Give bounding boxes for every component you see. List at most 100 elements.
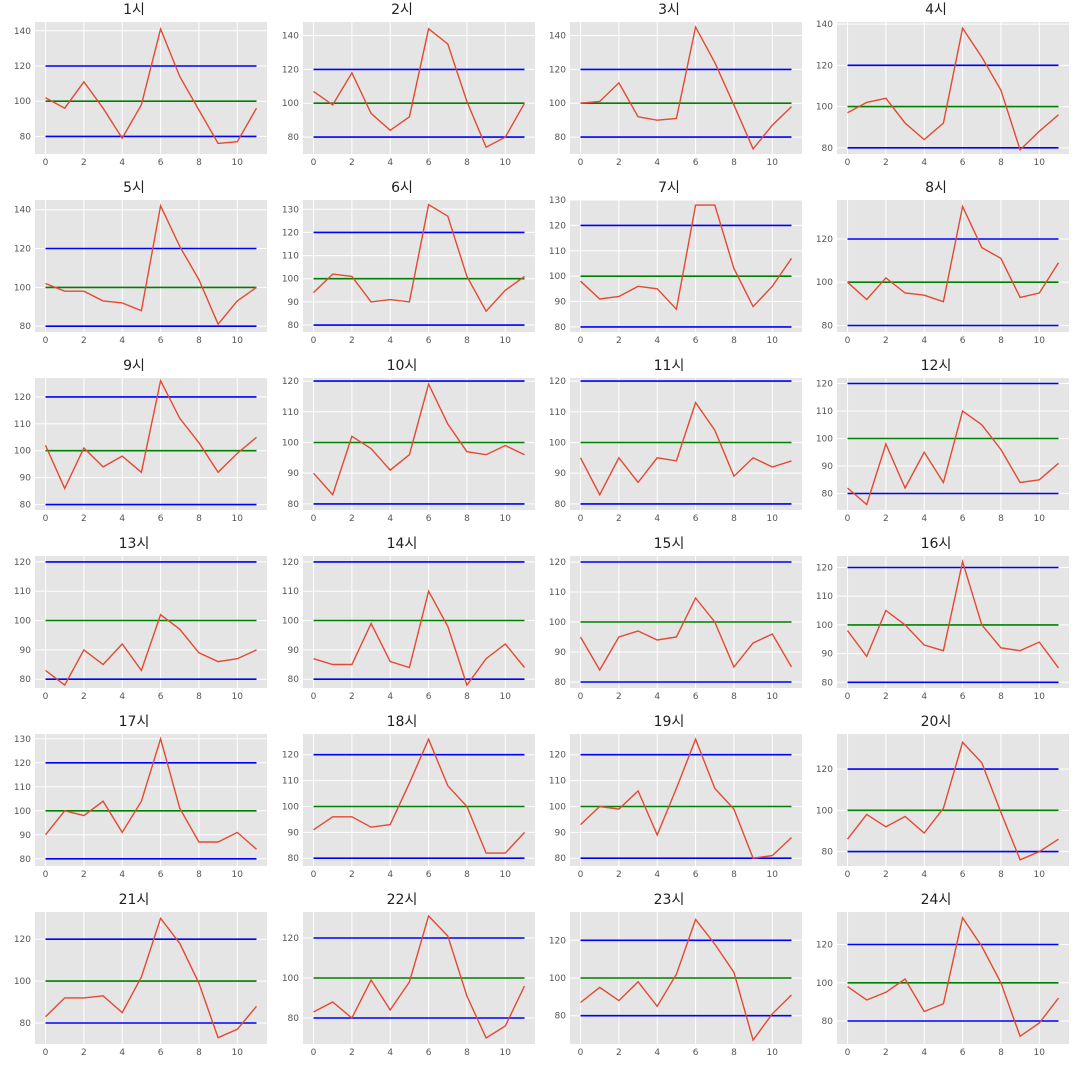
- y-tick-label: 120: [549, 377, 566, 387]
- y-tick-label: 90: [288, 298, 300, 308]
- x-tick-label: 4: [921, 692, 927, 702]
- y-tick-label: 100: [816, 979, 833, 989]
- y-tick-label: 90: [20, 646, 32, 656]
- x-tick-label: 4: [654, 158, 660, 168]
- y-tick-label: 130: [549, 196, 566, 206]
- x-tick-label: 8: [731, 158, 737, 168]
- y-tick-label: 80: [555, 500, 567, 510]
- chart-plot: 0 2 4 6 8 10 80 90 100 110 120: [549, 377, 802, 524]
- x-tick-label: 10: [1034, 870, 1046, 880]
- data-series-line: [44, 736, 257, 850]
- plot-background: [570, 378, 802, 510]
- chart-panel: 23시 0 2 4 6 8 10 80 100 120: [535, 890, 803, 1068]
- data-series-line: [580, 737, 792, 859]
- y-tick-label: 100: [14, 97, 31, 107]
- chart-plot: 0 2 4 6 8 10 80 90 100 110 120: [282, 734, 535, 880]
- chart-panel: 9시 0 2 4 6 8 10 80 90 100 110 120: [0, 356, 268, 534]
- chart-plot: 0 2 4 6 8 10 80 100 120: [816, 200, 1069, 346]
- x-tick-label: 4: [387, 692, 393, 702]
- x-tick-label: 10: [767, 1048, 779, 1058]
- x-tick-label: 2: [81, 158, 87, 168]
- chart-plot: 0 2 4 6 8 10 80 90 100 110 120: [549, 556, 802, 702]
- chart-plot: 0 2 4 6 8 10 80 100 120 140: [14, 22, 267, 168]
- x-tick-label: 10: [1034, 336, 1046, 346]
- y-tick-label: 80: [288, 675, 300, 685]
- x-tick-label: 0: [845, 336, 851, 346]
- y-tick-label: 120: [282, 228, 299, 238]
- chart-plot: 0 2 4 6 8 10 80 100 120 140: [816, 20, 1069, 168]
- plot-background: [35, 200, 267, 332]
- data-series-line: [44, 378, 257, 491]
- x-tick-label: 8: [196, 158, 202, 168]
- plot-background: [837, 556, 1069, 688]
- plot-background: [837, 734, 1069, 866]
- chart-title: 24시: [920, 892, 952, 908]
- x-tick-label: 10: [232, 1048, 244, 1058]
- plot-background: [570, 22, 802, 154]
- data-series-line: [579, 596, 793, 672]
- y-tick-label: 90: [555, 648, 567, 658]
- y-tick-label: 100: [14, 617, 31, 627]
- data-series-line: [580, 25, 792, 151]
- x-tick-label: 0: [578, 514, 584, 524]
- x-tick-label: 10: [767, 870, 779, 880]
- data-series-line: [45, 203, 257, 326]
- chart-title: 15시: [653, 536, 685, 552]
- x-tick-label: 10: [767, 158, 779, 168]
- y-tick-label: 80: [822, 1017, 834, 1027]
- chart-panel: 5시 0 2 4 6 8 10 80 100 120 140: [0, 178, 268, 356]
- x-tick-label: 6: [693, 158, 699, 168]
- y-tick-label: 90: [822, 462, 834, 472]
- y-tick-label: 120: [549, 558, 566, 568]
- y-tick-label: 100: [816, 435, 833, 445]
- x-tick-label: 2: [81, 692, 87, 702]
- y-tick-label: 140: [14, 27, 31, 37]
- y-tick-label: 100: [14, 447, 31, 457]
- chart-title: 20시: [920, 714, 952, 730]
- y-tick-label: 120: [816, 563, 833, 573]
- x-tick-label: 2: [81, 514, 87, 524]
- x-tick-label: 2: [349, 336, 355, 346]
- x-tick-label: 8: [731, 1048, 737, 1058]
- y-tick-label: 130: [282, 205, 299, 215]
- plot-background: [837, 22, 1069, 154]
- chart-plot: 0 2 4 6 8 10 80 90 100 110 120 130: [282, 200, 535, 346]
- chart-panel: 14시 0 2 4 6 8 10 80 90 100 110 120: [268, 534, 536, 712]
- y-tick-label: 120: [549, 936, 566, 946]
- x-tick-label: 0: [43, 158, 49, 168]
- chart-title: 22시: [386, 892, 418, 908]
- chart-title: 18시: [386, 714, 418, 730]
- x-tick-label: 10: [1034, 514, 1046, 524]
- y-tick-label: 100: [282, 275, 299, 285]
- y-tick-label: 130: [14, 735, 31, 745]
- x-tick-label: 6: [426, 692, 432, 702]
- x-tick-label: 2: [81, 870, 87, 880]
- x-tick-label: 2: [349, 692, 355, 702]
- x-tick-label: 4: [387, 158, 393, 168]
- chart-plot: 0 2 4 6 8 10 80 100 120: [282, 912, 535, 1058]
- plot-background: [570, 200, 802, 332]
- y-tick-label: 100: [14, 807, 31, 817]
- x-tick-label: 0: [311, 1048, 317, 1058]
- data-series-line: [45, 916, 258, 1039]
- chart-panel: 6시 0 2 4 6 8 10 80 90 100 110 120 130: [268, 178, 536, 356]
- y-tick-label: 100: [816, 278, 833, 288]
- y-tick-label: 140: [816, 20, 833, 30]
- y-tick-label: 100: [549, 802, 566, 812]
- y-tick-label: 80: [288, 1014, 300, 1024]
- y-tick-label: 140: [282, 32, 299, 42]
- y-tick-label: 120: [816, 941, 833, 951]
- chart-title: 19시: [653, 714, 685, 730]
- x-tick-label: 2: [883, 692, 889, 702]
- y-tick-label: 140: [14, 206, 31, 216]
- x-tick-label: 6: [693, 1048, 699, 1058]
- chart-panel: 8시 0 2 4 6 8 10 80 100 120: [802, 178, 1070, 356]
- y-tick-label: 100: [282, 438, 299, 448]
- data-series-line: [847, 26, 1059, 152]
- data-series-line: [45, 613, 257, 687]
- x-tick-label: 4: [119, 158, 125, 168]
- y-tick-label: 120: [14, 245, 31, 255]
- plot-background: [35, 912, 267, 1044]
- chart-plot: 0 2 4 6 8 10 80 90 100 110 120 130: [14, 734, 267, 880]
- y-tick-label: 80: [555, 854, 567, 864]
